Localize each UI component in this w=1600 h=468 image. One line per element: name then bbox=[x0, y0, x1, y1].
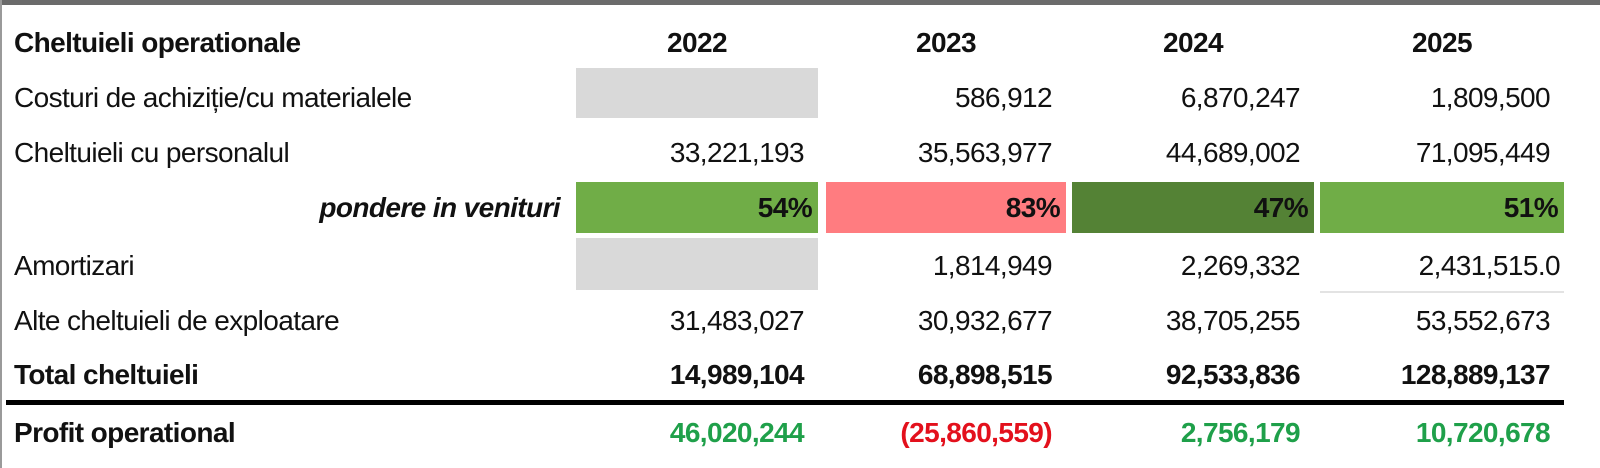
total-cell[interactable]: 92,533,836 bbox=[1165, 359, 1301, 390]
table-row: Amortizari 1,814,949 2,269,332 2,431,515… bbox=[0, 238, 1600, 293]
year-header: 2025 bbox=[1412, 27, 1472, 58]
window-left-border bbox=[0, 0, 2, 468]
profit-row: Profit operational 46,020,244 (25,860,55… bbox=[0, 405, 1600, 460]
total-cell[interactable]: 68,898,515 bbox=[917, 359, 1053, 390]
empty-cell[interactable] bbox=[576, 68, 818, 118]
table-row: pondere in venituri 54% 83% 47% 51% bbox=[0, 180, 1600, 235]
year-header: 2024 bbox=[1163, 27, 1223, 58]
profit-cell[interactable]: 2,756,179 bbox=[1180, 417, 1301, 448]
row-label: Costuri de achiziție/cu materialele bbox=[14, 82, 412, 113]
percent-cell[interactable]: 83% bbox=[826, 182, 1066, 233]
percent-cell[interactable]: 51% bbox=[1320, 182, 1564, 233]
table-row: Cheltuieli cu personalul 33,221,193 35,5… bbox=[0, 125, 1600, 180]
row-label: Amortizari bbox=[14, 250, 135, 281]
year-header: 2022 bbox=[667, 27, 727, 58]
value-cell[interactable]: 1,809,500 bbox=[1430, 82, 1551, 113]
row-label: pondere in venituri bbox=[319, 192, 560, 223]
value-cell[interactable]: 71,095,449 bbox=[1415, 137, 1551, 168]
empty-cell[interactable] bbox=[576, 238, 818, 290]
total-cell[interactable]: 14,989,104 bbox=[669, 359, 805, 390]
row-label: Profit operational bbox=[14, 417, 236, 448]
profit-cell[interactable]: 10,720,678 bbox=[1415, 417, 1551, 448]
percent-cell[interactable]: 54% bbox=[576, 182, 818, 233]
header-row: Cheltuieli operationale 2022 2023 2024 2… bbox=[0, 15, 1600, 70]
table-row: Costuri de achiziție/cu materialele 586,… bbox=[0, 68, 1600, 125]
value-cell[interactable]: 31,483,027 bbox=[669, 305, 805, 336]
value-cell[interactable]: 1,814,949 bbox=[932, 250, 1053, 281]
value-cell[interactable]: 33,221,193 bbox=[669, 137, 805, 168]
value-cell[interactable]: 38,705,255 bbox=[1165, 305, 1301, 336]
value-cell[interactable]: 2,431,515.0 bbox=[1320, 238, 1564, 293]
row-label: Total cheltuieli bbox=[14, 359, 199, 390]
table-row: Alte cheltuieli de exploatare 31,483,027… bbox=[0, 293, 1600, 348]
value-cell[interactable]: 53,552,673 bbox=[1415, 305, 1551, 336]
total-divider bbox=[6, 400, 1564, 405]
value-cell[interactable]: 30,932,677 bbox=[917, 305, 1053, 336]
value-cell[interactable]: 35,563,977 bbox=[917, 137, 1053, 168]
window-top-border bbox=[0, 0, 1600, 5]
table-title: Cheltuieli operationale bbox=[14, 27, 301, 58]
value-cell[interactable]: 586,912 bbox=[954, 82, 1053, 113]
profit-cell[interactable]: 46,020,244 bbox=[669, 417, 805, 448]
value-cell[interactable]: 44,689,002 bbox=[1165, 137, 1301, 168]
row-label: Cheltuieli cu personalul bbox=[14, 137, 290, 168]
value-cell[interactable]: 6,870,247 bbox=[1180, 82, 1301, 113]
row-label: Alte cheltuieli de exploatare bbox=[14, 305, 340, 336]
percent-cell[interactable]: 47% bbox=[1072, 182, 1314, 233]
value-cell[interactable]: 2,269,332 bbox=[1180, 250, 1301, 281]
year-header: 2023 bbox=[916, 27, 976, 58]
total-row: Total cheltuieli 14,989,104 68,898,515 9… bbox=[0, 347, 1600, 402]
profit-cell[interactable]: (25,860,559) bbox=[900, 417, 1052, 448]
total-cell[interactable]: 128,889,137 bbox=[1400, 359, 1551, 390]
